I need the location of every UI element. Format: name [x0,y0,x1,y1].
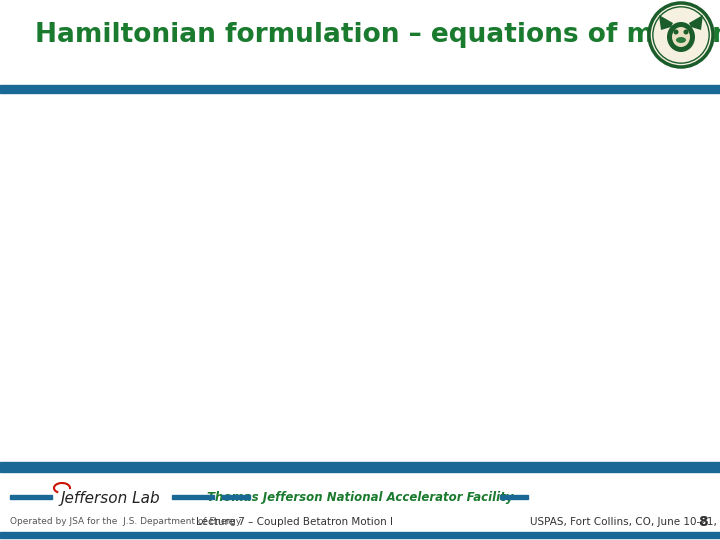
Circle shape [649,3,713,67]
Circle shape [683,30,688,35]
Circle shape [673,30,678,35]
Text: USPAS, Fort Collins, CO, June 10-21, 2013: USPAS, Fort Collins, CO, June 10-21, 201… [530,517,720,527]
Ellipse shape [676,37,686,43]
Bar [10,495,52,499]
Ellipse shape [667,22,695,52]
Text: Operated by JSA for the  J.S. Department of Energy: Operated by JSA for the J.S. Department … [10,517,241,526]
Text: Hamiltonian formulation – equations of motion: Hamiltonian formulation – equations of m… [35,22,720,48]
Polygon shape [659,15,673,30]
Polygon shape [689,15,703,30]
Bar [222,495,250,499]
Bar [172,495,214,499]
Text: Lecture 7 – Coupled Betatron Motion I: Lecture 7 – Coupled Betatron Motion I [197,517,394,527]
Bar [0,462,720,472]
Text: Jefferson Lab: Jefferson Lab [60,490,160,505]
Ellipse shape [672,27,690,47]
Bar [500,495,528,499]
Bar [0,85,720,93]
Text: 8: 8 [698,515,708,529]
Bar [0,532,720,538]
Text: Thomas Jefferson National Accelerator Facility: Thomas Jefferson National Accelerator Fa… [207,491,513,504]
